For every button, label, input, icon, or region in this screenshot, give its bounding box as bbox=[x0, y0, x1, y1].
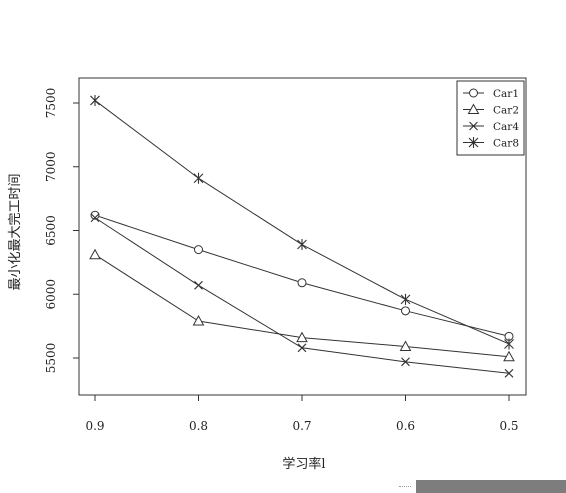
legend-marker bbox=[467, 103, 480, 114]
series-car4 bbox=[90, 213, 514, 378]
data-point bbox=[90, 94, 100, 106]
y-tick-label: 6500 bbox=[44, 215, 58, 246]
legend: Car1 Car2 Car4 Car8 bbox=[456, 80, 525, 156]
axes: 0.9 0.8 0.7 0.6 0.5 5500 6000 6500 7000 7500 bbox=[44, 88, 519, 433]
y-tick-label: 6000 bbox=[44, 279, 58, 310]
y-tick-label: 7000 bbox=[44, 151, 58, 182]
data-point bbox=[194, 280, 203, 290]
data-point bbox=[90, 213, 100, 223]
series-car1 bbox=[90, 210, 514, 341]
x-tick-label: 0.7 bbox=[292, 419, 311, 433]
data-point bbox=[401, 357, 410, 367]
legend-marker bbox=[469, 88, 478, 98]
series-line bbox=[94, 100, 510, 345]
legend-label: Car4 bbox=[493, 121, 519, 133]
y-tick-label: 5500 bbox=[44, 343, 58, 374]
series-lines bbox=[89, 94, 515, 378]
x-axis-title: 学习率l bbox=[282, 456, 325, 472]
data-point bbox=[193, 172, 204, 184]
data-point bbox=[399, 340, 412, 352]
footer-dots bbox=[399, 486, 411, 490]
series-car2 bbox=[89, 248, 515, 362]
data-point bbox=[504, 368, 514, 378]
series-car8 bbox=[90, 94, 514, 350]
x-tick-label: 0.8 bbox=[189, 419, 208, 433]
data-point bbox=[296, 331, 308, 343]
data-point bbox=[194, 245, 203, 255]
x-tick-label: 0.5 bbox=[499, 419, 518, 433]
x-tick-label: 0.6 bbox=[396, 419, 415, 433]
y-tick-label: 7500 bbox=[44, 88, 58, 119]
data-point bbox=[504, 338, 514, 350]
data-point bbox=[297, 343, 307, 353]
legend-marker bbox=[469, 121, 478, 131]
data-point bbox=[297, 239, 307, 251]
x-tick-label: 0.9 bbox=[85, 419, 104, 433]
data-point bbox=[90, 210, 100, 220]
data-point bbox=[297, 278, 307, 288]
data-point bbox=[192, 314, 205, 326]
legend-label: Car8 bbox=[493, 138, 519, 150]
legend-label: Car1 bbox=[493, 88, 519, 100]
data-point bbox=[401, 306, 410, 316]
series-line bbox=[94, 214, 510, 337]
y-axis-title: 最小化最大完工时间 bbox=[8, 173, 23, 290]
data-point bbox=[400, 293, 411, 305]
data-point bbox=[89, 248, 101, 260]
legend-marker bbox=[468, 137, 479, 148]
footer-bar bbox=[416, 480, 566, 493]
legend-label: Car2 bbox=[493, 105, 519, 117]
data-point bbox=[503, 350, 515, 362]
